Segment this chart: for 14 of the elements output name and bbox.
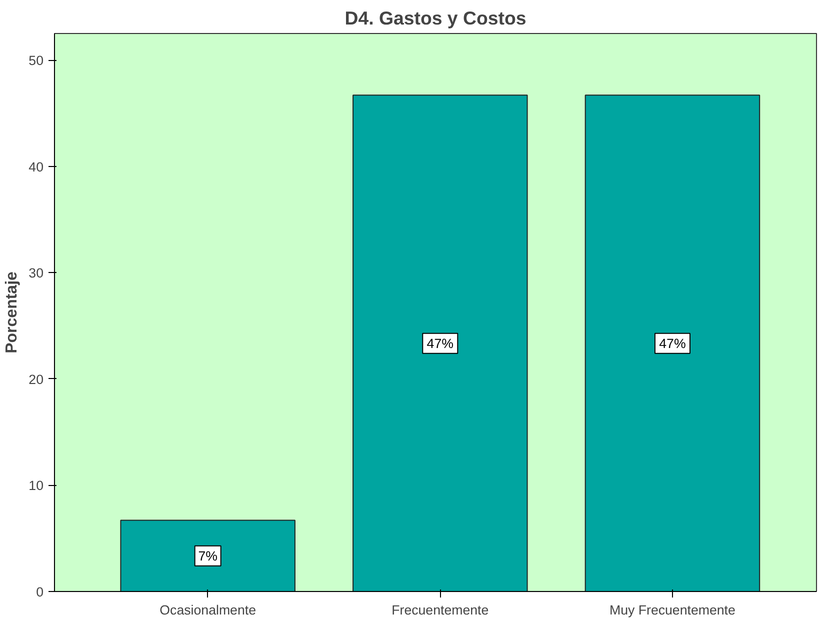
data-label: 7% [198, 548, 218, 564]
y-tick-label: 50 [28, 53, 44, 68]
chart-title: D4. Gastos y Costos [344, 8, 526, 28]
y-tick-label: 30 [28, 266, 44, 281]
y-tick-label: 20 [28, 372, 44, 387]
y-axis-title: Porcentaje [4, 271, 21, 354]
x-tick-label: Muy Frecuentemente [609, 602, 736, 618]
y-tick-label: 40 [28, 159, 44, 174]
data-label: 47% [659, 336, 686, 351]
x-tick-label: Frecuentemente [392, 602, 489, 618]
y-tick-label: 0 [36, 584, 44, 600]
y-tick-label: 10 [28, 478, 44, 494]
x-tick-label: Ocasionalmente [160, 602, 256, 618]
data-label: 47% [426, 336, 454, 351]
